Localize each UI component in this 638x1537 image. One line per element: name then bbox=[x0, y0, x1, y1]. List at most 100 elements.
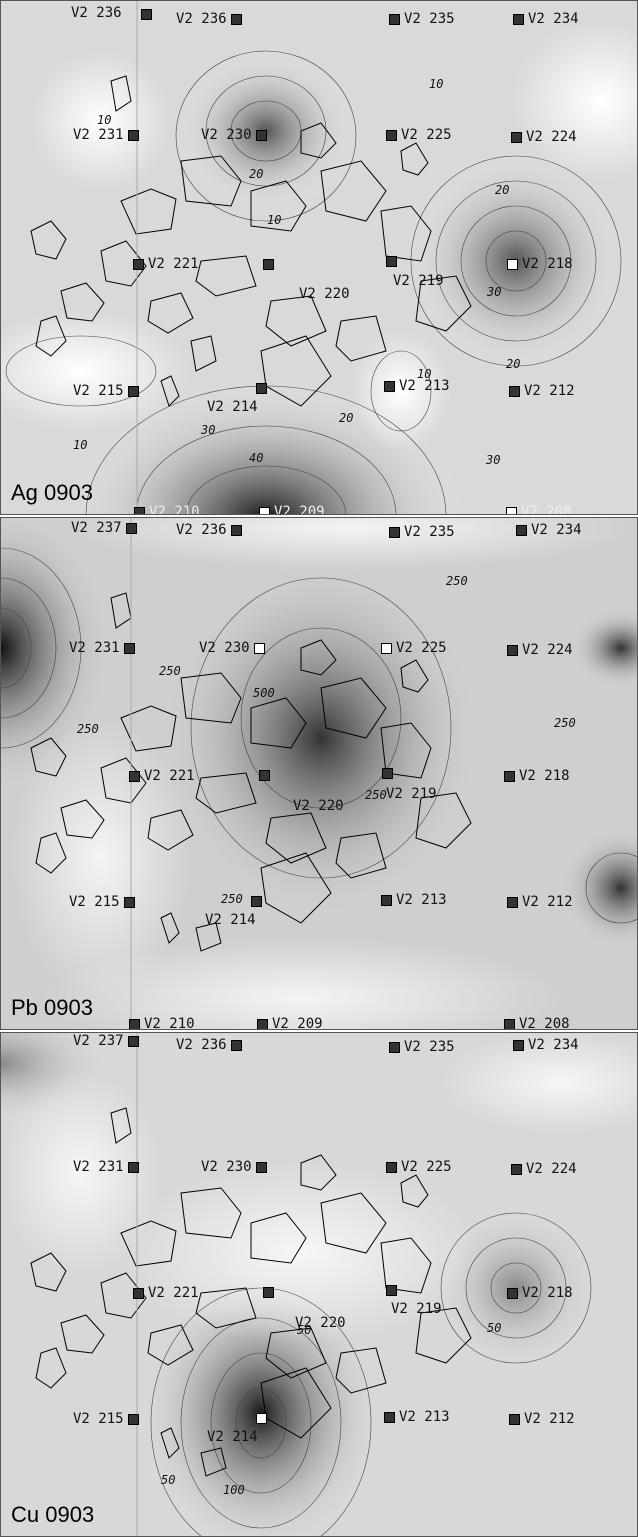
sample-point-marker bbox=[256, 1413, 267, 1424]
sample-point-marker bbox=[133, 1287, 144, 1299]
pb-map-panel: V2 237 V2 236 V2 235 V2 234 V2 231 V2 23… bbox=[0, 517, 638, 1030]
sample-point-marker bbox=[263, 259, 274, 270]
station-label: V2 231 bbox=[73, 127, 124, 143]
sample-point-marker bbox=[127, 1161, 139, 1173]
station-label: V2 230 bbox=[199, 640, 250, 656]
sample-point-marker bbox=[504, 1018, 515, 1029]
panel-title: Cu 0903 bbox=[11, 1502, 95, 1527]
sample-point-marker bbox=[127, 1035, 139, 1047]
sample-point-marker bbox=[507, 644, 518, 656]
station-label: V2 215 bbox=[69, 894, 120, 910]
station-label: V2 214 bbox=[207, 1429, 258, 1445]
station-label: V2 231 bbox=[73, 1159, 124, 1175]
contour-label: 250 bbox=[159, 664, 181, 678]
contour-label: 30 bbox=[487, 285, 502, 299]
contour-label: 250 bbox=[446, 574, 468, 588]
station-label: V2 214 bbox=[205, 912, 256, 928]
sample-point-marker bbox=[123, 642, 135, 654]
station-label: V2 236 bbox=[176, 11, 227, 27]
sample-point-marker bbox=[511, 131, 522, 143]
station-label: V2 212 bbox=[522, 894, 573, 910]
contour-label: 20 bbox=[495, 183, 510, 197]
station-label: V2 219 bbox=[386, 786, 437, 802]
contour-label: 20 bbox=[249, 167, 264, 181]
station-label: V2 220 bbox=[299, 286, 350, 302]
sample-point-marker bbox=[386, 129, 397, 141]
sample-point-marker bbox=[511, 1163, 522, 1175]
contour-label: 50 bbox=[487, 1321, 502, 1335]
sample-point-marker bbox=[513, 13, 524, 25]
contour-label: 10 bbox=[267, 213, 282, 227]
station-label: V2 234 bbox=[531, 522, 582, 538]
station-label: V2 237 bbox=[73, 1033, 124, 1049]
contour-label: 10 bbox=[417, 367, 432, 381]
contour-label: 30 bbox=[201, 423, 216, 437]
station-label: V2 209 bbox=[274, 504, 325, 515]
station-label: V2 208 bbox=[521, 504, 572, 515]
station-label: V2 237 bbox=[71, 520, 122, 536]
sample-point-marker bbox=[386, 1161, 397, 1173]
sample-point-marker bbox=[129, 770, 140, 782]
station-label: V2 236 bbox=[176, 1037, 227, 1053]
sample-point-marker bbox=[507, 1287, 518, 1299]
station-label: V2 235 bbox=[404, 524, 455, 540]
sample-point-marker bbox=[127, 1413, 139, 1425]
station-label: V2 236 bbox=[71, 5, 122, 21]
station-label: V2 219 bbox=[393, 273, 444, 289]
cu-contour-surface bbox=[1, 1033, 637, 1536]
sample-point-marker bbox=[123, 896, 135, 908]
station-label: V2 234 bbox=[528, 1037, 579, 1053]
station-label: V2 234 bbox=[528, 11, 579, 27]
station-label: V2 219 bbox=[391, 1301, 442, 1317]
sample-point-marker bbox=[125, 522, 137, 534]
ag-contour-surface bbox=[1, 1, 637, 514]
sample-point-marker bbox=[382, 768, 393, 779]
station-label: V2 225 bbox=[401, 1159, 452, 1175]
sample-point-marker bbox=[259, 770, 270, 781]
sample-point-marker bbox=[384, 380, 395, 392]
station-label: V2 212 bbox=[524, 1411, 575, 1427]
sample-point-marker bbox=[381, 642, 392, 654]
sample-point-marker bbox=[509, 385, 520, 397]
sample-point-marker bbox=[255, 1161, 267, 1173]
contour-label: 10 bbox=[73, 438, 88, 452]
sample-point-marker bbox=[127, 129, 139, 141]
station-label: V2 235 bbox=[404, 1039, 455, 1055]
station-label: V2 215 bbox=[73, 1411, 124, 1427]
station-label: V2 215 bbox=[73, 383, 124, 399]
contour-label: 20 bbox=[339, 411, 354, 425]
station-label: V2 221 bbox=[144, 768, 195, 784]
sample-point-marker bbox=[513, 1039, 524, 1051]
station-label: V2 224 bbox=[526, 129, 577, 145]
contour-label: 250 bbox=[77, 722, 99, 736]
contour-label: 250 bbox=[365, 788, 387, 802]
sample-point-marker bbox=[389, 13, 400, 25]
station-label: V2 220 bbox=[293, 798, 344, 814]
station-label: V2 214 bbox=[207, 399, 258, 415]
station-label: V2 220 bbox=[295, 1315, 346, 1331]
ag-stone-outlines bbox=[30, 75, 472, 407]
station-label: V2 230 bbox=[201, 1159, 252, 1175]
panel-title: Pb 0903 bbox=[11, 995, 93, 1020]
sample-point-marker bbox=[389, 526, 400, 538]
cu-map-panel: V2 237 V2 236 V2 235 V2 234 V2 231 V2 23… bbox=[0, 1032, 638, 1537]
contour-label: 50 bbox=[161, 1473, 176, 1487]
station-label: V2 235 bbox=[404, 11, 455, 27]
station-label: V2 212 bbox=[524, 383, 575, 399]
panel-title: Ag 0903 bbox=[11, 480, 93, 505]
contour-label: 10 bbox=[429, 77, 444, 91]
sample-point-marker bbox=[141, 9, 152, 20]
contour-label: 100 bbox=[223, 1483, 245, 1497]
contour-label: 250 bbox=[554, 716, 576, 730]
sample-point-marker bbox=[230, 13, 242, 25]
sample-point-marker bbox=[256, 383, 267, 394]
cu-stone-outlines bbox=[30, 1107, 472, 1477]
contour-label: 250 bbox=[221, 892, 243, 906]
sample-point-marker bbox=[251, 896, 262, 907]
sample-point-marker bbox=[389, 1041, 400, 1053]
station-label: V2 231 bbox=[69, 640, 120, 656]
station-label: V2 213 bbox=[399, 1409, 450, 1425]
station-label: V2 224 bbox=[526, 1161, 577, 1177]
station-label: V2 224 bbox=[522, 642, 573, 658]
sample-point-marker bbox=[384, 1411, 395, 1423]
